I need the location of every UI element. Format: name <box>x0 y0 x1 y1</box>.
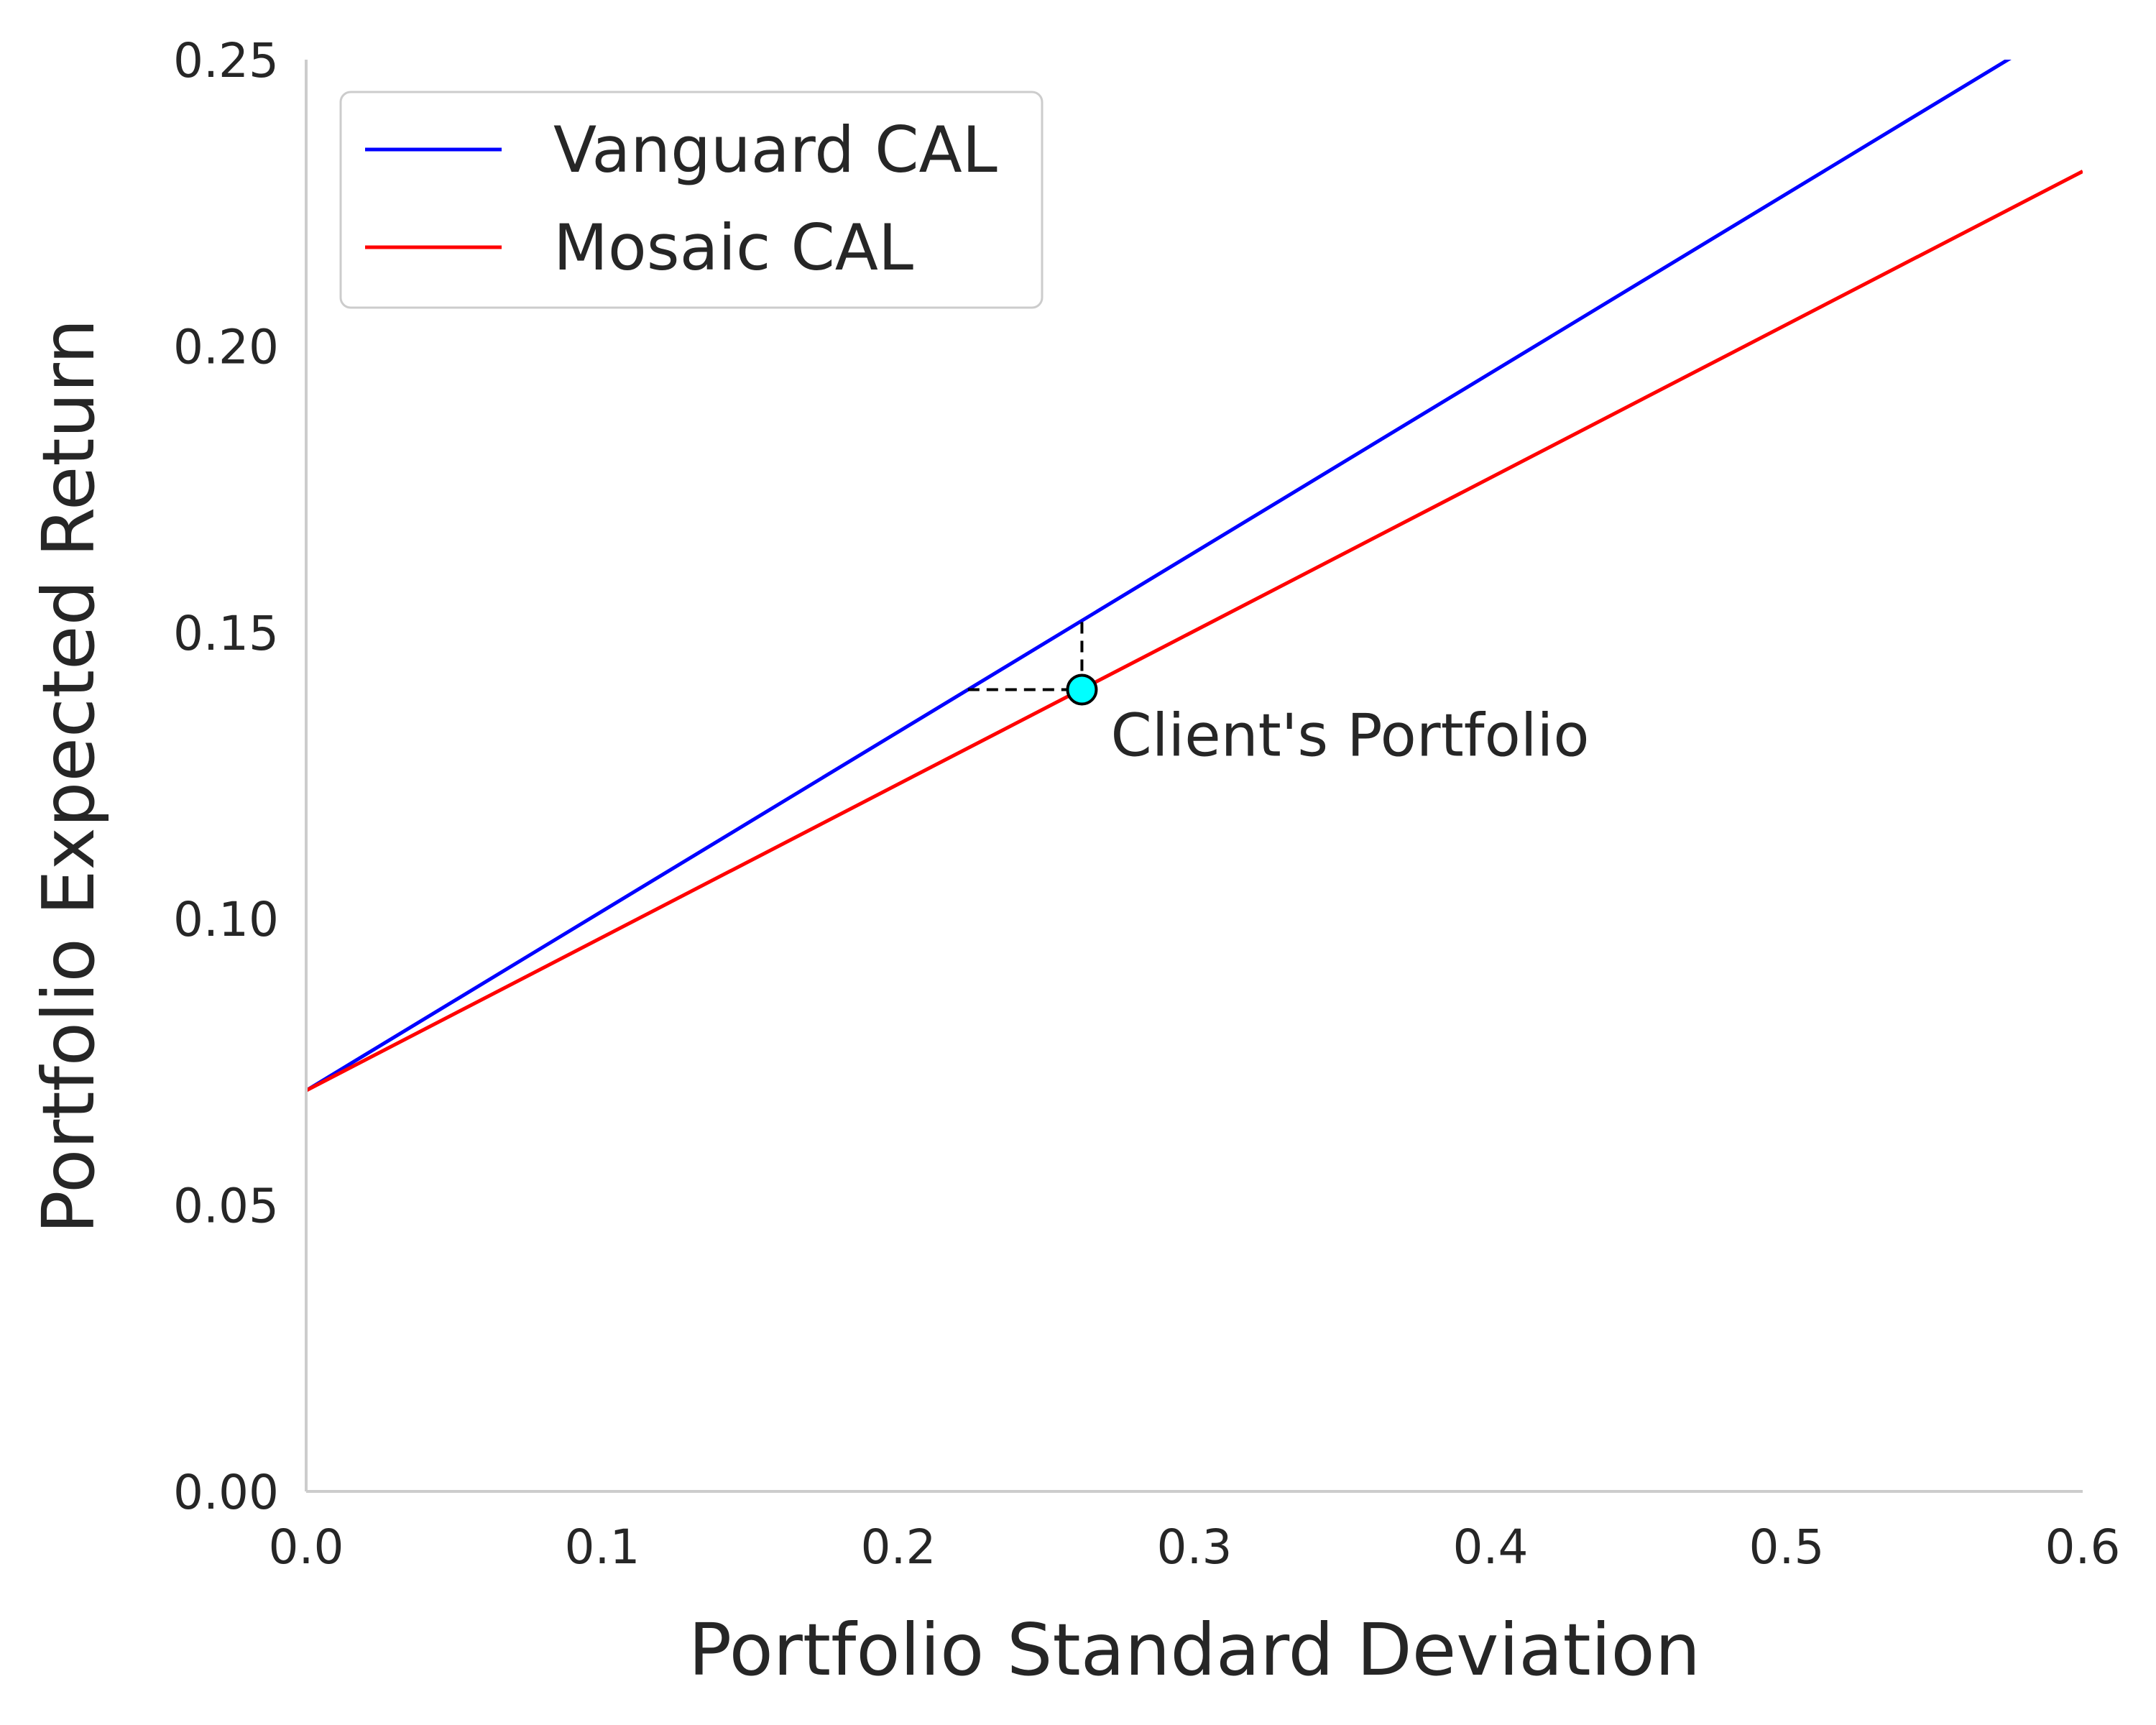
y-tick-label: 0.10 <box>173 892 279 947</box>
x-tick-labels: 0.0 0.1 0.2 0.3 0.4 0.5 0.6 <box>269 1519 2121 1575</box>
x-tick-label: 0.2 <box>861 1519 936 1575</box>
client-portfolio-point <box>1066 673 1098 706</box>
x-tick-label: 0.4 <box>1453 1519 1529 1575</box>
client-portfolio-label: Client's Portfolio <box>1110 702 1589 770</box>
y-tick-label: 0.05 <box>173 1179 279 1234</box>
x-tick-label: 0.3 <box>1157 1519 1233 1575</box>
legend-label: Mosaic CAL <box>553 211 913 285</box>
y-tick-label: 0.25 <box>173 33 279 88</box>
legend-frame <box>339 91 1044 309</box>
axes <box>305 60 2083 1493</box>
plot-area <box>306 60 2083 1092</box>
y-tick-label: 0.20 <box>173 319 279 374</box>
client-portfolio-annotation: Client's Portfolio <box>967 620 1590 770</box>
y-tick-labels: 0.00 0.05 0.10 0.15 0.20 0.25 <box>173 33 279 1520</box>
series-line-mosaic-cal <box>306 170 2083 1092</box>
legend-label: Vanguard CAL <box>553 113 998 187</box>
x-axis-label: Portfolio Standard Deviation <box>688 1608 1700 1692</box>
x-tick-label: 0.6 <box>2045 1519 2121 1575</box>
x-tick-label: 0.1 <box>565 1519 640 1575</box>
x-tick-label: 0.0 <box>269 1519 344 1575</box>
series-line-vanguard-cal <box>306 60 2012 1092</box>
y-tick-label: 0.15 <box>173 606 279 661</box>
y-axis-label: Portfolio Expected Return <box>27 318 111 1233</box>
legend: Vanguard CAL Mosaic CAL <box>339 91 1044 309</box>
y-tick-label: 0.00 <box>173 1465 279 1520</box>
x-tick-label: 0.5 <box>1749 1519 1825 1575</box>
